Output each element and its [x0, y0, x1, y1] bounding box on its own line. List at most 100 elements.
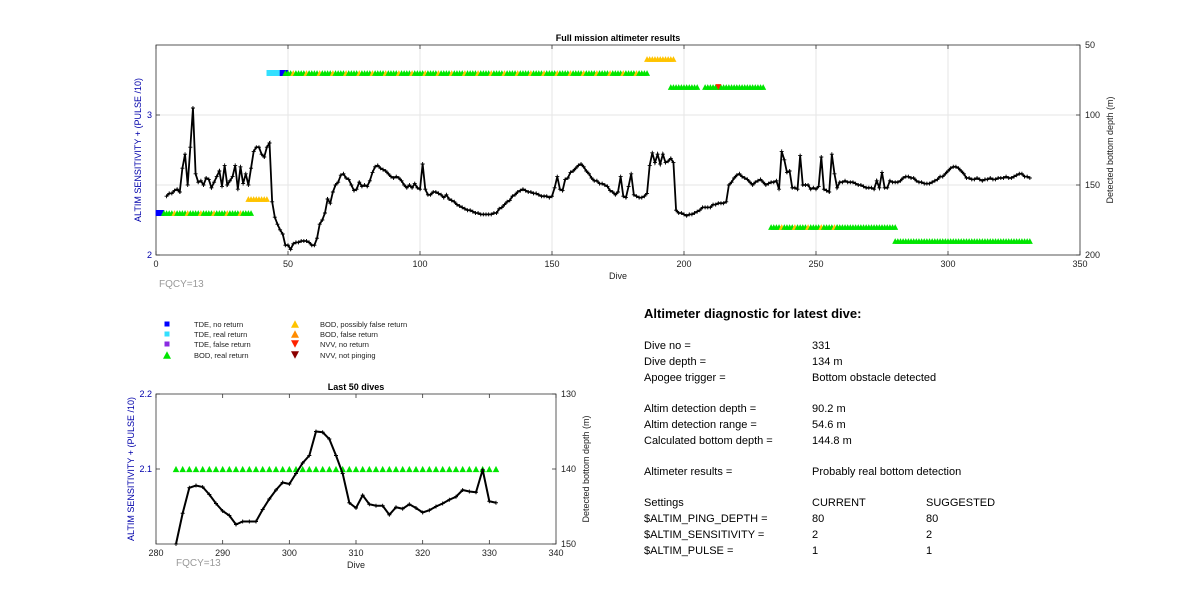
depth-point — [602, 183, 607, 187]
depth-point — [412, 181, 417, 186]
depth-point — [819, 155, 824, 159]
depth-point — [449, 198, 454, 203]
depth-point — [898, 178, 903, 183]
depth-point — [518, 188, 523, 193]
depth-point — [560, 188, 565, 193]
y-right-tick-label: 200 — [1085, 250, 1100, 260]
depth-point — [536, 192, 541, 197]
depth-point — [230, 174, 235, 179]
depth-point — [616, 190, 620, 194]
depth-point — [671, 160, 676, 165]
depth-point — [861, 184, 866, 189]
depth-point — [798, 153, 803, 158]
depth-point — [806, 183, 811, 187]
depth-point — [555, 174, 560, 179]
depth-point — [433, 190, 438, 194]
depth-point — [164, 194, 169, 199]
depth-point — [576, 163, 581, 168]
plot-frame — [155, 44, 1081, 256]
depth-point — [692, 211, 697, 215]
depth-point — [552, 185, 557, 190]
depth-point — [618, 174, 623, 179]
depth-point — [821, 187, 826, 192]
depth-point — [378, 166, 383, 171]
x-tick-label: 350 — [1072, 259, 1087, 269]
depth-point — [605, 184, 610, 189]
depth-point — [544, 194, 549, 199]
depth-point — [410, 185, 415, 190]
depth-point — [383, 169, 388, 173]
depth-point — [600, 181, 605, 186]
depth-point — [663, 160, 668, 165]
depth-point — [1009, 176, 1014, 180]
diag-row-dive-depth: Dive depth = 134 m — [644, 356, 843, 368]
depth-point — [1004, 174, 1009, 179]
depth-point — [906, 174, 911, 179]
depth-point — [988, 176, 993, 180]
depth-point — [853, 181, 858, 186]
depth-point — [814, 187, 818, 192]
depth-point — [623, 195, 628, 200]
depth-point — [344, 176, 349, 180]
depth-point — [985, 177, 990, 182]
depth-point — [336, 180, 341, 185]
diag-row-apogee-trigger: Apogee trigger = Bottom obstacle detecte… — [644, 372, 937, 384]
depth-point — [726, 183, 731, 187]
diag-row-bottom-depth: Calculated bottom depth = 144.8 m — [644, 435, 852, 447]
depth-point — [697, 208, 702, 213]
depth-point — [423, 187, 428, 192]
y-left-tick-label: 3 — [147, 110, 152, 120]
depth-point — [829, 152, 834, 157]
depth-point — [565, 176, 570, 180]
depth-point — [420, 162, 425, 166]
depth-point — [816, 184, 821, 189]
x-tick-label: 300 — [940, 259, 955, 269]
depth-point — [753, 180, 758, 185]
depth-point — [381, 167, 386, 172]
y-right-tick-label: 150 — [1085, 180, 1100, 190]
depth-point — [315, 236, 320, 241]
altimeter-marker — [263, 196, 270, 202]
depth-point — [1001, 176, 1006, 180]
depth-point — [850, 180, 855, 185]
depth-point — [771, 180, 776, 185]
depth-point — [333, 183, 338, 187]
depth-point — [214, 174, 219, 179]
depth-point — [259, 152, 264, 157]
depth-point — [217, 169, 222, 173]
depth-point — [930, 180, 935, 185]
depth-point — [911, 176, 916, 180]
depth-point — [808, 187, 813, 192]
depth-point — [359, 184, 364, 189]
depth-point — [634, 194, 639, 199]
depth-point — [932, 178, 937, 183]
depth-point — [872, 187, 877, 192]
depth-point — [1019, 171, 1024, 176]
depth-point — [708, 205, 713, 210]
depth-point — [689, 212, 694, 217]
chart-title: Full mission altimeter results — [556, 33, 681, 43]
depth-point — [880, 170, 884, 175]
altimeter-marker — [248, 210, 255, 216]
depth-point — [946, 169, 950, 173]
depth-point — [782, 157, 787, 162]
depth-point — [183, 152, 188, 157]
depth-point — [940, 174, 945, 179]
depth-point — [407, 183, 412, 187]
depth-point — [439, 192, 444, 197]
depth-point — [238, 164, 243, 169]
depth-point — [647, 163, 652, 168]
depth-point — [729, 180, 734, 185]
depth-point — [235, 187, 240, 192]
depth-point — [249, 166, 254, 171]
depth-point — [631, 192, 636, 197]
y-right-tick-label: 50 — [1085, 40, 1095, 50]
depth-point — [338, 173, 343, 178]
depth-point — [613, 192, 618, 197]
altimeter-marker — [1026, 238, 1033, 244]
depth-point — [660, 152, 665, 157]
depth-point — [943, 171, 948, 176]
depth-point — [317, 222, 322, 227]
depth-point — [877, 185, 882, 190]
